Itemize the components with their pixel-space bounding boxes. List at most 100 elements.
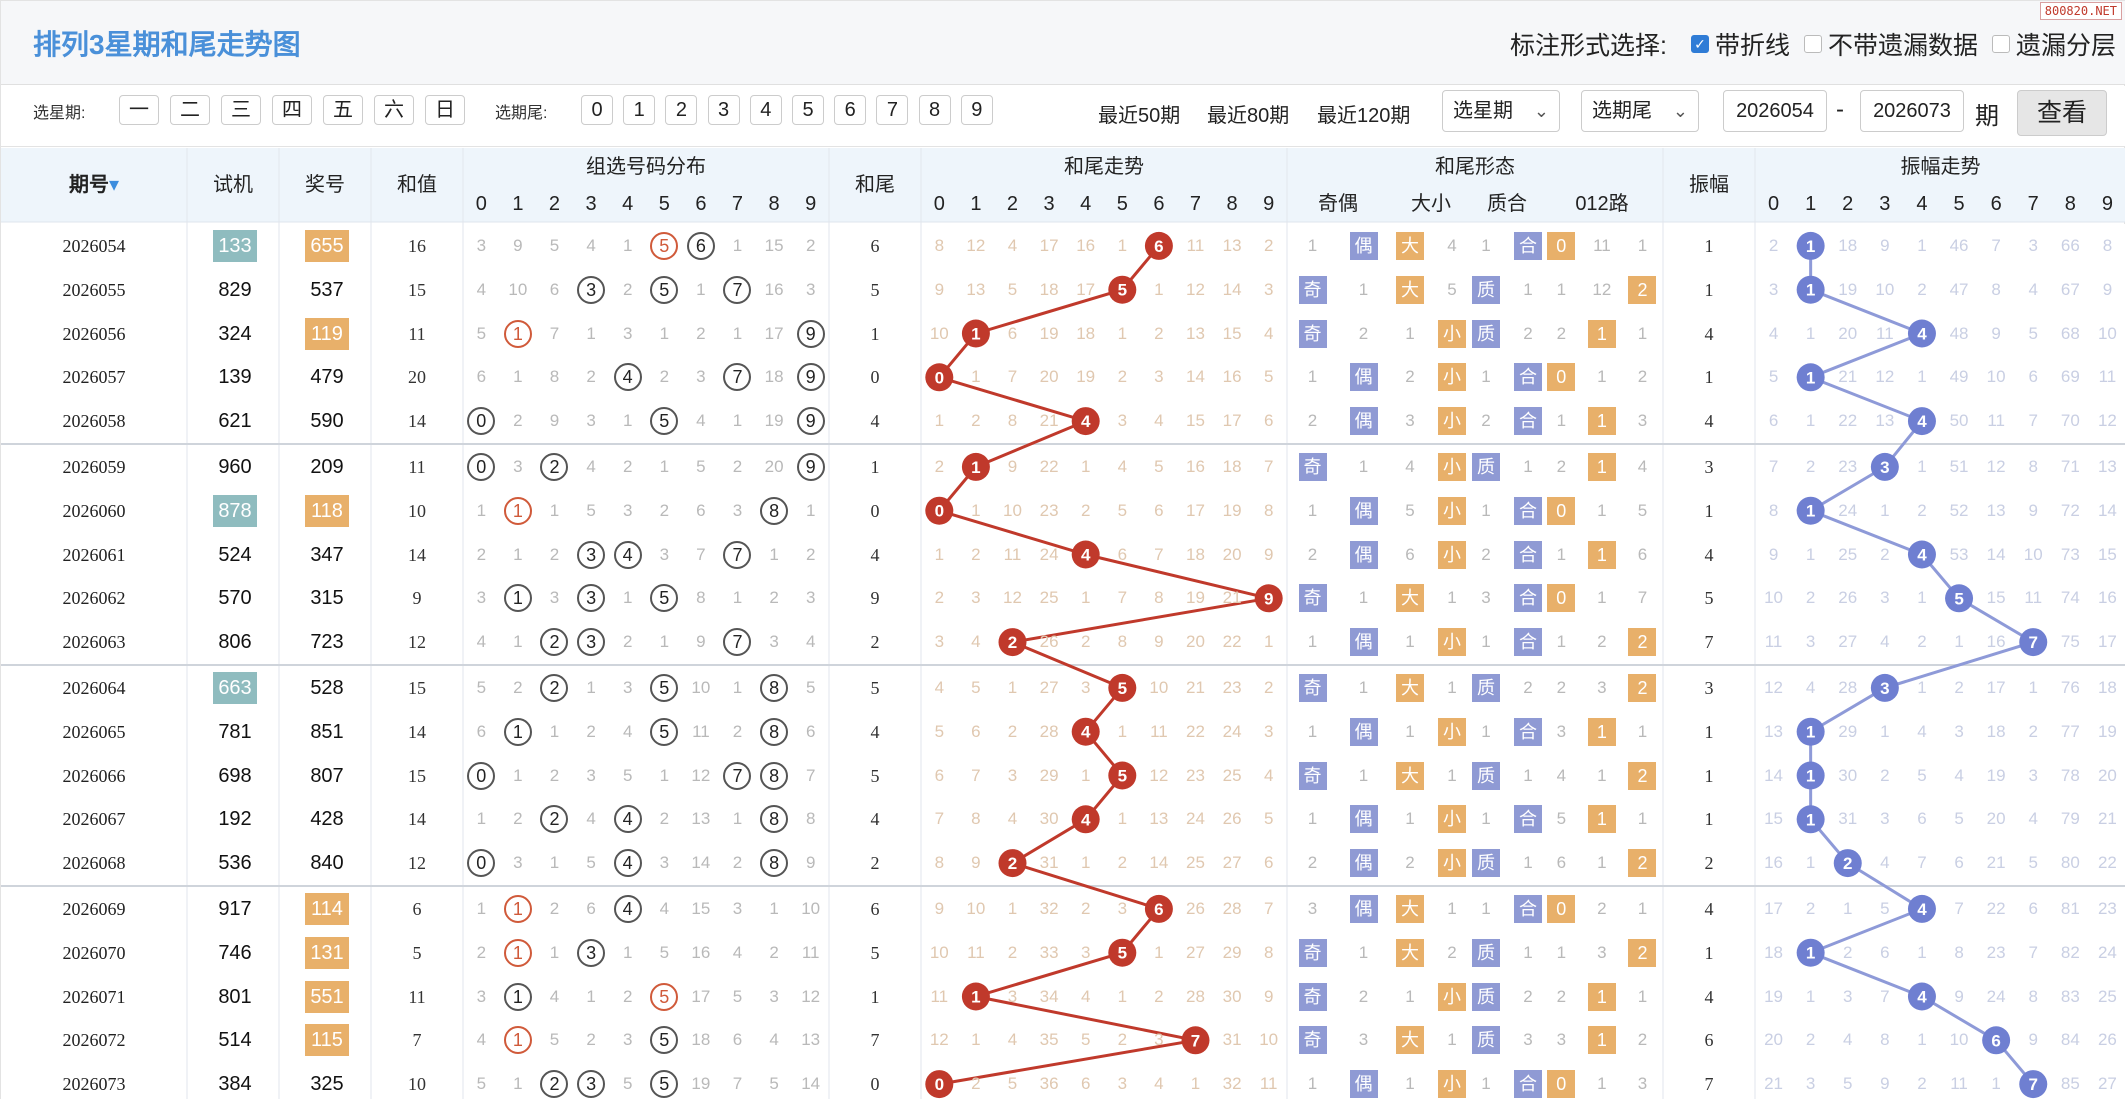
amp-trend-ball xyxy=(1907,894,1936,923)
option-polyline[interactable]: ✓ 带折线 xyxy=(1690,26,1790,62)
tail-button-0[interactable]: 0 xyxy=(581,95,613,125)
tail-trend-ball-label: 5 xyxy=(1118,944,1127,963)
tail-trend-ball-label: 6 xyxy=(1154,900,1163,919)
tail-trend-ball xyxy=(1108,761,1137,790)
amp-trend-ball xyxy=(1796,938,1825,967)
amp-trend-ball-label: 4 xyxy=(1917,900,1927,919)
weekday-button-5[interactable]: 五 xyxy=(323,95,363,125)
tail-button-4[interactable]: 4 xyxy=(749,95,782,125)
recent-link-0[interactable]: 最近50期 xyxy=(1098,105,1181,127)
tail-trend-ball xyxy=(998,849,1027,878)
amp-trend-ball xyxy=(1982,1026,2011,1055)
option-no-missing-label: 不带遗漏数据 xyxy=(1827,32,1978,60)
tail-trend-ball-label: 5 xyxy=(1118,767,1127,786)
tail-trend-ball-label: 0 xyxy=(935,502,944,521)
tail-trend-ball xyxy=(1181,1026,1210,1055)
amp-trend-ball-label: 4 xyxy=(1917,546,1927,565)
tail-trend-ball-label: 5 xyxy=(1118,281,1127,300)
tail-button-6[interactable]: 6 xyxy=(834,95,867,125)
checkbox-icon[interactable] xyxy=(1803,35,1822,53)
weekday-select-value: 选星期 xyxy=(1453,100,1513,122)
from-issue-input[interactable]: 2026054 xyxy=(1723,90,1827,132)
tail-button-3[interactable]: 3 xyxy=(707,95,740,125)
amp-trend-ball-label: 1 xyxy=(1806,767,1815,786)
amp-trend-ball-label: 5 xyxy=(1954,589,1963,608)
tail-trend-ball xyxy=(998,628,1027,657)
amp-trend-ball xyxy=(1870,673,1899,702)
weekday-button-2[interactable]: 二 xyxy=(170,95,210,125)
tail-trend-ball xyxy=(1108,673,1137,702)
tail-button-9[interactable]: 9 xyxy=(960,95,993,125)
tail-trend-ball-label: 0 xyxy=(935,1075,944,1094)
amp-trend-ball-label: 4 xyxy=(1917,412,1927,431)
weekday-button-7[interactable]: 日 xyxy=(425,95,465,125)
amp-trend-ball xyxy=(1907,540,1936,569)
tail-button-2[interactable]: 2 xyxy=(665,95,698,125)
tail-trend-ball xyxy=(1071,407,1100,436)
to-issue-input[interactable]: 2026073 xyxy=(1860,90,1964,132)
amp-trend-ball-label: 1 xyxy=(1806,281,1815,300)
amp-trend-ball-label: 1 xyxy=(1806,723,1815,742)
tail-trend-ball xyxy=(1071,717,1100,746)
weekday-button-6[interactable]: 六 xyxy=(374,95,414,125)
option-polyline-label: 带折线 xyxy=(1714,32,1790,60)
chevron-down-icon: ⌄ xyxy=(1672,101,1688,121)
tail-trend-ball-label: 1 xyxy=(971,325,980,344)
table-body-bg xyxy=(1,224,2125,1099)
tail-button-1[interactable]: 1 xyxy=(623,95,656,125)
table-header-bg xyxy=(1,148,2125,222)
tail-trend-ball xyxy=(925,496,954,525)
tail-select-value: 选期尾 xyxy=(1592,100,1652,122)
tail-trend-ball xyxy=(1071,805,1100,834)
tail-trend-ball-label: 4 xyxy=(1081,412,1091,431)
amp-trend-ball-label: 4 xyxy=(1917,325,1927,344)
recent-link-2[interactable]: 最近120期 xyxy=(1317,105,1411,127)
tail-trend-ball-label: 5 xyxy=(1118,679,1127,698)
tail-label: 选期尾: xyxy=(495,105,548,122)
recent-link-1[interactable]: 最近80期 xyxy=(1207,105,1290,127)
amp-trend-ball-label: 1 xyxy=(1806,944,1815,963)
amp-trend-ball xyxy=(1870,452,1899,481)
checkbox-checked-icon[interactable]: ✓ xyxy=(1690,35,1709,53)
tail-trend-ball-label: 2 xyxy=(1008,854,1017,873)
tail-trend-ball-label: 6 xyxy=(1154,237,1163,256)
amp-trend-ball-label: 3 xyxy=(1880,679,1889,698)
mark-options-label: 标注形式选择: xyxy=(1510,32,1667,60)
amp-trend-ball xyxy=(2019,628,2048,657)
issue-unit: 期 xyxy=(1975,103,1999,130)
amp-trend-ball xyxy=(1796,805,1825,834)
tail-trend-ball-label: 4 xyxy=(1081,723,1091,742)
option-missing-layer[interactable]: 遗漏分层 xyxy=(1991,26,2116,62)
weekday-button-4[interactable]: 四 xyxy=(272,95,312,125)
tail-trend-ball xyxy=(1254,584,1283,613)
checkbox-icon[interactable] xyxy=(1991,35,2010,53)
tail-trend-ball-label: 9 xyxy=(1264,589,1273,608)
weekday-button-1[interactable]: 一 xyxy=(119,95,159,125)
query-button[interactable]: 查看 xyxy=(2017,90,2107,136)
option-no-missing[interactable]: 不带遗漏数据 xyxy=(1803,26,1978,62)
amp-trend-ball xyxy=(1796,231,1825,260)
page-title: 排列3星期和尾走势图 xyxy=(33,29,301,60)
tail-select[interactable]: 选期尾 ⌄ xyxy=(1581,90,1699,132)
tail-button-7[interactable]: 7 xyxy=(876,95,909,125)
weekday-select[interactable]: 选星期 ⌄ xyxy=(1442,90,1560,132)
tail-trend-ball-label: 1 xyxy=(971,458,980,477)
tail-trend-ball xyxy=(961,452,990,481)
tail-trend-ball-label: 7 xyxy=(1191,1031,1200,1050)
amp-trend-ball xyxy=(1796,761,1825,790)
weekday-button-3[interactable]: 三 xyxy=(221,95,261,125)
tail-trend-ball xyxy=(925,1070,954,1099)
tail-button-8[interactable]: 8 xyxy=(918,95,951,125)
amp-trend-ball xyxy=(1796,717,1825,746)
amp-trend-ball xyxy=(1945,584,1974,613)
tail-trend-ball xyxy=(1108,275,1137,304)
amp-trend-ball xyxy=(1796,363,1825,392)
tail-trend-ball-label: 1 xyxy=(971,988,980,1007)
weekday-label: 选星期: xyxy=(33,105,86,122)
amp-trend-ball-label: 7 xyxy=(2029,633,2038,652)
tail-button-5[interactable]: 5 xyxy=(792,95,824,125)
amp-trend-line xyxy=(1806,245,2037,1086)
title-bar: 排列3星期和尾走势图 800820.NET 标注形式选择: ✓ 带折线 不带遗漏数… xyxy=(1,1,2125,85)
